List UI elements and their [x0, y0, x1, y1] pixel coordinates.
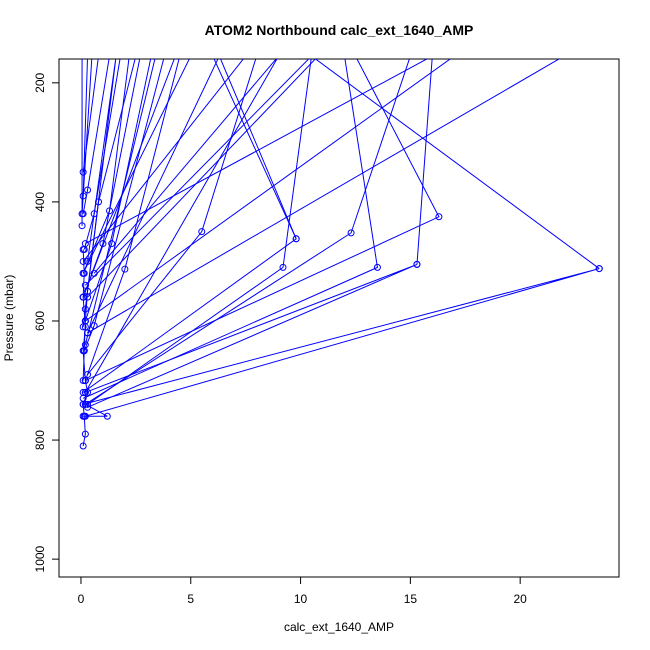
y-tick-label: 800	[33, 430, 47, 450]
data-point	[81, 317, 89, 325]
series-line	[84, 59, 278, 393]
series-line	[83, 403, 108, 417]
data-point	[84, 388, 92, 396]
y-tick-label: 600	[33, 311, 47, 331]
data-point	[79, 293, 87, 301]
data-point	[292, 235, 300, 243]
series-line	[82, 59, 378, 399]
data-point	[78, 210, 86, 218]
series-line	[87, 59, 316, 298]
data-point	[84, 371, 92, 379]
y-axis: 200 400 600 800 1000	[33, 72, 60, 572]
series-line	[82, 59, 117, 327]
data-point	[84, 329, 92, 337]
y-tick-label: 400	[33, 192, 47, 212]
data-point	[79, 192, 87, 200]
data-point	[78, 222, 86, 230]
data-point	[95, 198, 103, 206]
data-point	[81, 305, 89, 313]
plot-area	[78, 59, 603, 450]
series-line	[84, 59, 156, 345]
x-tick-label: 5	[187, 592, 194, 606]
data-point	[99, 240, 107, 248]
data-point	[81, 341, 89, 349]
series-line	[87, 59, 257, 375]
data-point	[81, 388, 89, 396]
data-point	[84, 257, 92, 265]
series-line	[85, 59, 451, 322]
data-point	[79, 257, 87, 265]
data-point	[90, 322, 98, 330]
data-point	[79, 377, 87, 385]
data-point	[108, 240, 116, 248]
data-point	[90, 210, 98, 218]
series-line	[85, 59, 433, 265]
data-point	[595, 265, 603, 273]
data-point	[81, 412, 89, 420]
x-axis-label: calc_ext_1640_AMP	[284, 620, 394, 634]
data-point	[347, 229, 355, 237]
x-axis: 0 5 10 15 20	[78, 576, 527, 606]
data-point	[84, 186, 92, 194]
x-tick-label: 15	[404, 592, 418, 606]
data-point	[81, 281, 89, 289]
series-line	[82, 59, 244, 262]
data-point	[79, 168, 87, 176]
data-point	[84, 400, 92, 408]
data-point	[121, 265, 129, 273]
x-tick-label: 20	[513, 592, 527, 606]
series-line	[87, 59, 560, 334]
series-line	[82, 59, 110, 214]
data-point	[106, 207, 114, 215]
data-point	[279, 263, 287, 271]
series-line	[82, 59, 88, 196]
data-point	[81, 400, 89, 408]
data-point	[79, 388, 87, 396]
series-line	[84, 59, 180, 381]
y-tick-label: 200	[33, 72, 47, 92]
data-point	[79, 269, 87, 277]
data-point	[79, 412, 87, 420]
y-tick-label: 1000	[33, 545, 47, 572]
data-point	[79, 323, 87, 331]
x-tick-label: 0	[78, 592, 85, 606]
series-line	[85, 59, 410, 405]
y-axis-label: Pressure (mbar)	[2, 275, 16, 362]
data-point	[81, 430, 89, 438]
data-point	[90, 269, 98, 277]
data-point	[81, 377, 89, 385]
data-point	[413, 260, 421, 268]
data-point	[79, 442, 87, 450]
data-point	[373, 263, 381, 271]
series-line	[82, 59, 175, 298]
data-point	[81, 240, 89, 248]
series-line	[82, 59, 190, 274]
series-line	[87, 59, 297, 334]
data-point	[84, 293, 92, 301]
data-point	[103, 412, 111, 420]
data-point	[435, 213, 443, 221]
series-line	[84, 59, 600, 286]
x-tick-label: 10	[294, 592, 308, 606]
data-point	[198, 228, 206, 236]
series-line	[84, 59, 152, 322]
chart-title: ATOM2 Northbound calc_ext_1640_AMP	[205, 22, 474, 38]
